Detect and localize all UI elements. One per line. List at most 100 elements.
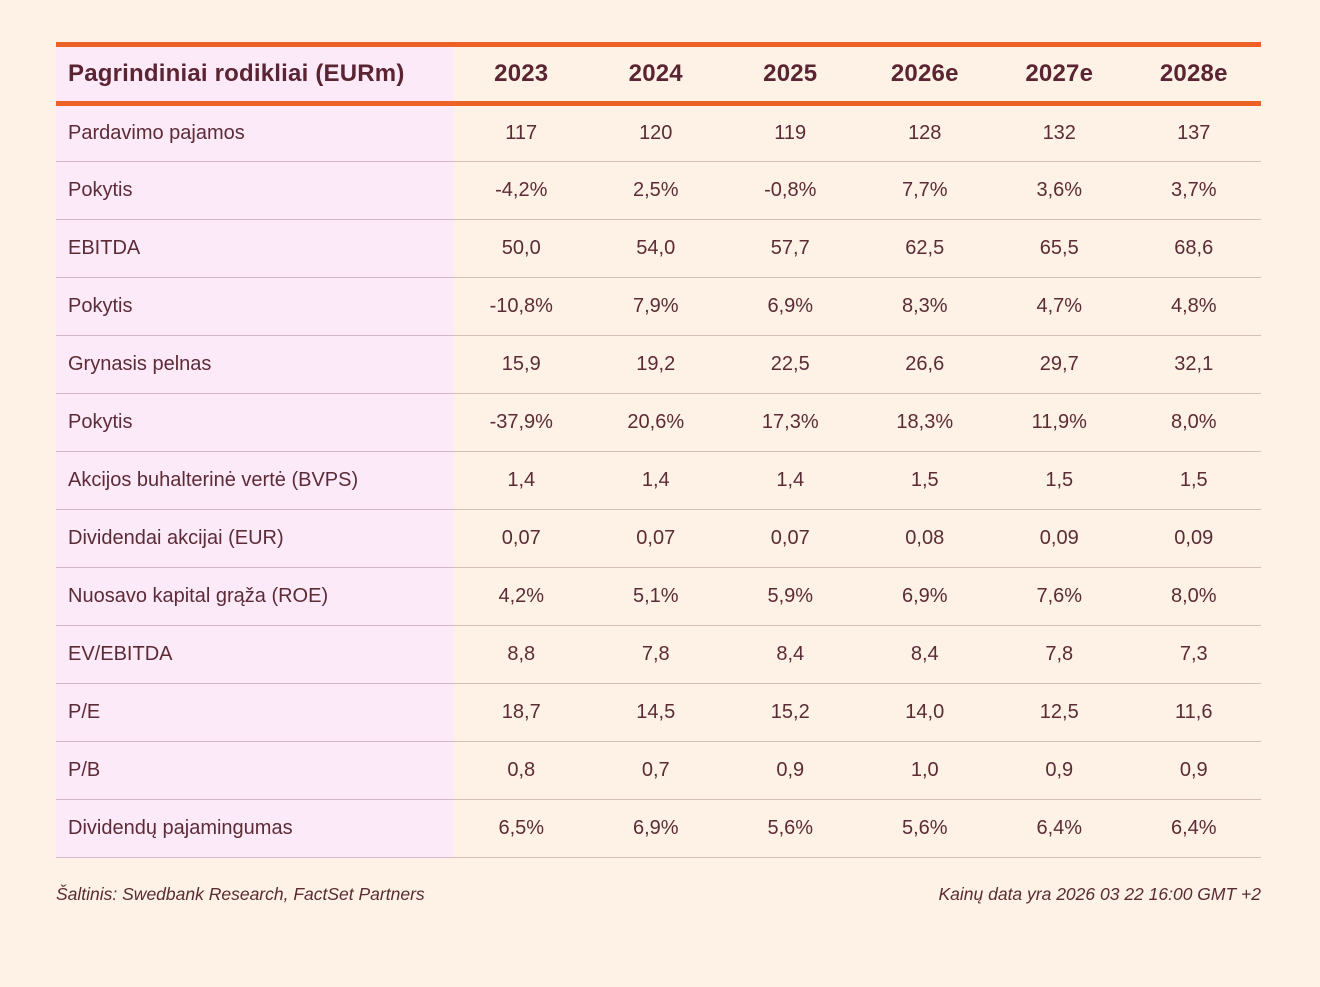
- metric-label-cell: Pokytis: [56, 277, 454, 336]
- value-cell: 8,8: [454, 625, 589, 684]
- header-row: Pagrindiniai rodikliai (EURm) 2023 2024 20…: [56, 42, 1261, 106]
- value-cell: 2,5%: [588, 161, 723, 220]
- table-row: Akcijos buhalterinė vertė (BVPS) 1,4 1,4 1…: [56, 451, 1261, 510]
- metric-label-cell: Akcijos buhalterinė vertė (BVPS): [56, 451, 454, 510]
- table-row: Nuosavo kapital grąža (ROE) 4,2% 5,1% 5,9%…: [56, 567, 1261, 626]
- metric-label-cell: P/E: [56, 683, 454, 742]
- value-cell: 7,8: [588, 625, 723, 684]
- metric-label-cell: Pokytis: [56, 393, 454, 452]
- value-cell: 7,7%: [857, 161, 992, 220]
- value-cell: 54,0: [588, 219, 723, 278]
- value-cell: 7,8: [992, 625, 1127, 684]
- value-cell: 128: [857, 103, 992, 162]
- value-cell: 7,9%: [588, 277, 723, 336]
- value-cell: 0,07: [454, 509, 589, 568]
- value-cell: 0,9: [992, 741, 1127, 800]
- value-cell: 0,07: [723, 509, 858, 568]
- value-cell: 0,07: [588, 509, 723, 568]
- value-cell: 57,7: [723, 219, 858, 278]
- value-cell: 1,4: [454, 451, 589, 510]
- value-cell: 4,8%: [1126, 277, 1261, 336]
- value-cell: 65,5: [992, 219, 1127, 278]
- value-cell: 0,8: [454, 741, 589, 800]
- value-cell: 20,6%: [588, 393, 723, 452]
- value-cell: 32,1: [1126, 335, 1261, 394]
- value-cell: 8,0%: [1126, 567, 1261, 626]
- table-row: Pokytis -37,9% 20,6% 17,3% 18,3% 11,9% 8,0%: [56, 393, 1261, 452]
- value-cell: 19,2: [588, 335, 723, 394]
- metric-label-cell: P/B: [56, 741, 454, 800]
- metric-label-cell: Grynasis pelnas: [56, 335, 454, 394]
- value-cell: 17,3%: [723, 393, 858, 452]
- table-row: EBITDA 50,0 54,0 57,7 62,5 65,5 68,6: [56, 219, 1261, 278]
- value-cell: 1,5: [1126, 451, 1261, 510]
- metric-label-cell: Dividendai akcijai (EUR): [56, 509, 454, 568]
- value-cell: 117: [454, 103, 589, 162]
- value-cell: -10,8%: [454, 277, 589, 336]
- year-column-header: 2026e: [857, 42, 992, 106]
- value-cell: 4,7%: [992, 277, 1127, 336]
- value-cell: 5,9%: [723, 567, 858, 626]
- value-cell: 29,7: [992, 335, 1127, 394]
- value-cell: 1,5: [992, 451, 1127, 510]
- value-cell: 4,2%: [454, 567, 589, 626]
- metric-label-cell: EBITDA: [56, 219, 454, 278]
- value-cell: -37,9%: [454, 393, 589, 452]
- table-row: EV/EBITDA 8,8 7,8 8,4 8,4 7,8 7,3: [56, 625, 1261, 684]
- metric-label-cell: Pokytis: [56, 161, 454, 220]
- year-column-header: 2023: [454, 42, 589, 106]
- table-title: Pagrindiniai rodikliai (EURm): [56, 42, 454, 106]
- value-cell: 22,5: [723, 335, 858, 394]
- value-cell: 8,4: [723, 625, 858, 684]
- table-row: P/B 0,8 0,7 0,9 1,0 0,9 0,9: [56, 741, 1261, 800]
- value-cell: 1,5: [857, 451, 992, 510]
- metric-label-cell: Pardavimo pajamos: [56, 103, 454, 162]
- year-column-header: 2025: [723, 42, 858, 106]
- value-cell: 14,0: [857, 683, 992, 742]
- value-cell: 11,6: [1126, 683, 1261, 742]
- year-column-header: 2024: [588, 42, 723, 106]
- value-cell: -0,8%: [723, 161, 858, 220]
- value-cell: 12,5: [992, 683, 1127, 742]
- value-cell: 8,4: [857, 625, 992, 684]
- value-cell: 1,4: [723, 451, 858, 510]
- value-cell: 6,5%: [454, 799, 589, 858]
- table-row: Dividendai akcijai (EUR) 0,07 0,07 0,07 0,0…: [56, 509, 1261, 568]
- value-cell: 0,9: [723, 741, 858, 800]
- value-cell: 7,6%: [992, 567, 1127, 626]
- table-row: Pardavimo pajamos 117 120 119 128 132 137: [56, 103, 1261, 162]
- value-cell: 3,6%: [992, 161, 1127, 220]
- value-cell: 18,3%: [857, 393, 992, 452]
- value-cell: 50,0: [454, 219, 589, 278]
- value-cell: 6,4%: [992, 799, 1127, 858]
- value-cell: 1,0: [857, 741, 992, 800]
- value-cell: 6,4%: [1126, 799, 1261, 858]
- value-cell: 0,7: [588, 741, 723, 800]
- key-indicators-table: Pagrindiniai rodikliai (EURm) 2023 2024 20…: [56, 42, 1261, 858]
- year-column-header: 2027e: [992, 42, 1127, 106]
- value-cell: 68,6: [1126, 219, 1261, 278]
- source-note: Šaltinis: Swedbank Research, FactSet Par…: [56, 884, 425, 904]
- value-cell: 18,7: [454, 683, 589, 742]
- value-cell: 5,6%: [857, 799, 992, 858]
- table-body: Pardavimo pajamos 117 120 119 128 132 137 Pok…: [56, 103, 1261, 858]
- value-cell: 6,9%: [588, 799, 723, 858]
- value-cell: 15,9: [454, 335, 589, 394]
- metric-label-cell: Dividendų pajamingumas: [56, 799, 454, 858]
- table-footer: Šaltinis: Swedbank Research, FactSet Par…: [56, 884, 1261, 905]
- value-cell: 119: [723, 103, 858, 162]
- table-row: Grynasis pelnas 15,9 19,2 22,5 26,6 29,7 32,1: [56, 335, 1261, 394]
- value-cell: 132: [992, 103, 1127, 162]
- value-cell: 7,3: [1126, 625, 1261, 684]
- price-date-note: Kainų data yra 2026 03 22 16:00 GMT +2: [938, 884, 1261, 904]
- value-cell: 3,7%: [1126, 161, 1261, 220]
- table-header: Pagrindiniai rodikliai (EURm) 2023 2024 20…: [56, 42, 1261, 106]
- value-cell: 15,2: [723, 683, 858, 742]
- value-cell: 1,4: [588, 451, 723, 510]
- value-cell: 0,9: [1126, 741, 1261, 800]
- value-cell: 11,9%: [992, 393, 1127, 452]
- value-cell: 120: [588, 103, 723, 162]
- metric-label-cell: Nuosavo kapital grąža (ROE): [56, 567, 454, 626]
- year-column-header: 2028e: [1126, 42, 1261, 106]
